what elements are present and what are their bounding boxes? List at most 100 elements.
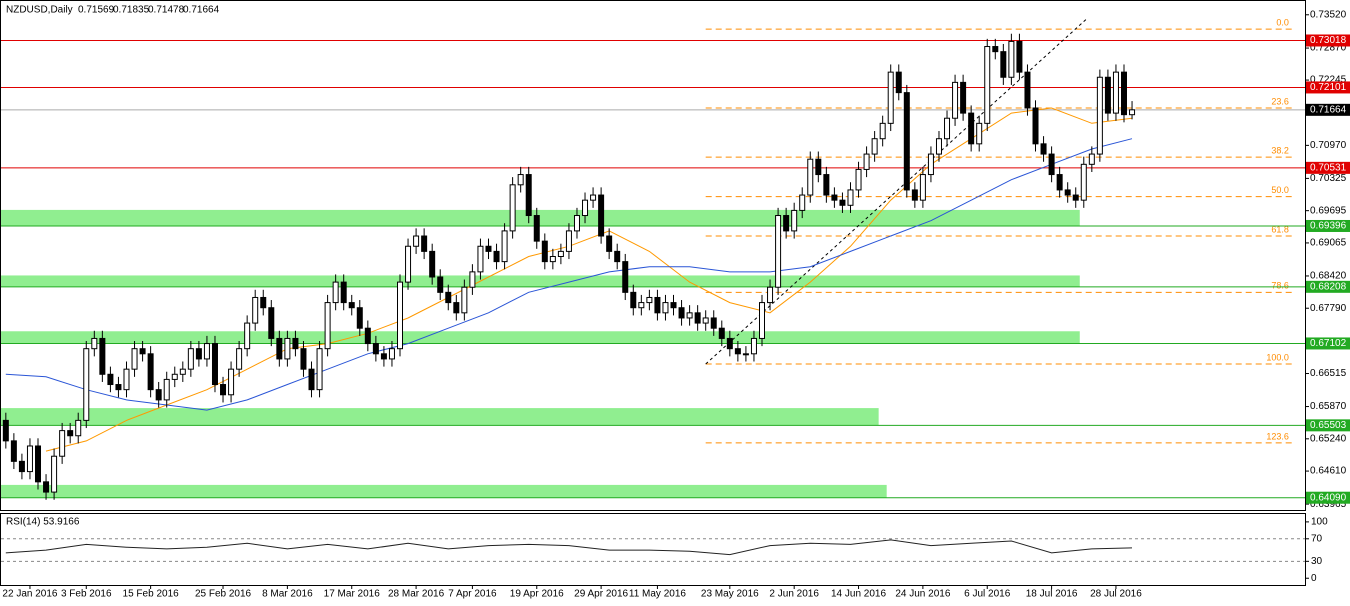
candle-body <box>992 46 999 53</box>
candle-body <box>405 245 412 283</box>
candle-body <box>18 460 25 473</box>
fib-label: 78.6 <box>1271 281 1289 291</box>
candle-body <box>1080 163 1087 201</box>
x-tick-label: 11 May 2016 <box>629 589 687 600</box>
candle-body <box>147 353 154 391</box>
candle-body <box>1088 153 1095 165</box>
candle-body <box>549 256 556 263</box>
y-tick-label: 0.63965 <box>1310 499 1347 510</box>
y-tick-label: 0.65870 <box>1310 401 1347 412</box>
candle-body <box>984 46 991 124</box>
candle-body <box>356 307 363 329</box>
level-label: 0.67102 <box>1310 338 1347 349</box>
symbol: NZDUSD,Daily <box>6 5 73 16</box>
rsi-tick-label: 0 <box>1311 573 1317 584</box>
candle-body <box>750 337 757 355</box>
candle-body <box>935 138 942 155</box>
candle-body <box>678 307 685 319</box>
y-tick-label: 0.70325 <box>1310 173 1347 184</box>
candle-body <box>614 250 621 263</box>
candle-body <box>847 189 854 206</box>
candle-body <box>767 286 774 304</box>
candle-body <box>26 445 33 473</box>
candle-body <box>533 215 540 242</box>
x-tick-label: 22 Jan 2016 <box>2 589 57 600</box>
candle-body <box>759 302 766 339</box>
candle-body <box>1096 76 1103 155</box>
candle-body <box>115 384 122 391</box>
candle-body <box>276 337 283 360</box>
candle-body <box>976 122 983 145</box>
moving-average <box>5 138 1133 411</box>
x-tick-label: 2 Jun 2016 <box>769 589 819 600</box>
candle-body <box>831 194 838 201</box>
candle-body <box>421 235 428 252</box>
y-tick-label: 0.69065 <box>1310 238 1347 249</box>
rsi-title: RSI(14) 53.9166 <box>6 517 80 528</box>
candle-body <box>1016 40 1023 73</box>
rsi-line <box>5 539 1133 556</box>
rsi-tick-label: 100 <box>1311 517 1328 528</box>
candle-body <box>638 302 645 309</box>
candle-body <box>244 322 251 350</box>
candle-body <box>1129 109 1136 116</box>
candle-body <box>35 445 42 483</box>
candle-body <box>340 281 347 304</box>
ohlc-high: 0.71835 <box>113 5 150 16</box>
x-tick-label: 6 Jul 2016 <box>964 589 1011 600</box>
candle-body <box>863 153 870 170</box>
candle-body <box>163 378 170 401</box>
y-tick-label: 0.69695 <box>1310 205 1347 216</box>
x-tick-label: 25 Feb 2016 <box>195 589 252 600</box>
candle-body <box>99 337 106 375</box>
ohlc-low: 0.71478 <box>148 5 185 16</box>
candle-body <box>308 368 315 391</box>
candle-body <box>1064 189 1071 196</box>
fib-label: 123.6 <box>1266 431 1289 441</box>
candle-body <box>2 419 9 442</box>
candle-body <box>718 327 725 339</box>
candle-body <box>461 286 468 314</box>
candle-body <box>662 302 669 314</box>
candle-body <box>1048 153 1055 176</box>
candle-body <box>960 81 967 114</box>
candle-body <box>123 368 130 391</box>
candle-body <box>710 317 717 329</box>
candle-body <box>694 312 701 324</box>
candle-body <box>203 343 210 360</box>
candle-body <box>823 174 830 196</box>
candle-body <box>10 440 17 462</box>
x-tick-label: 3 Feb 2016 <box>61 589 112 600</box>
candle-body <box>646 296 653 304</box>
candle-body <box>509 184 516 232</box>
candle-body <box>919 174 926 201</box>
candle-body <box>59 430 66 457</box>
level-label: 0.64090 <box>1310 492 1347 503</box>
candle-body <box>911 189 918 201</box>
fib-label: 0.0 <box>1276 17 1289 27</box>
rsi-tick-label: 30 <box>1311 556 1323 567</box>
ohlc-close: 0.71664 <box>183 5 220 16</box>
candle-body <box>952 81 959 119</box>
trendline <box>705 17 1089 365</box>
y-tick-label: 0.70970 <box>1310 140 1347 151</box>
candle-body <box>734 348 741 355</box>
y-tick-label: 0.72870 <box>1310 43 1347 54</box>
candle-body <box>268 307 275 339</box>
candle-body <box>1121 71 1128 116</box>
current-box <box>1306 103 1350 116</box>
level-label: 0.70531 <box>1310 162 1347 173</box>
candle-body <box>783 215 790 232</box>
candle-body <box>799 194 806 211</box>
candle-body <box>453 302 460 314</box>
candle-body <box>968 112 975 145</box>
candle-body <box>670 302 677 309</box>
level-label: 0.68208 <box>1310 281 1347 292</box>
candle-body <box>501 230 508 263</box>
candle-body <box>316 348 323 391</box>
candle-body <box>139 348 146 355</box>
candle-body <box>437 276 444 293</box>
candle-body <box>903 92 910 191</box>
